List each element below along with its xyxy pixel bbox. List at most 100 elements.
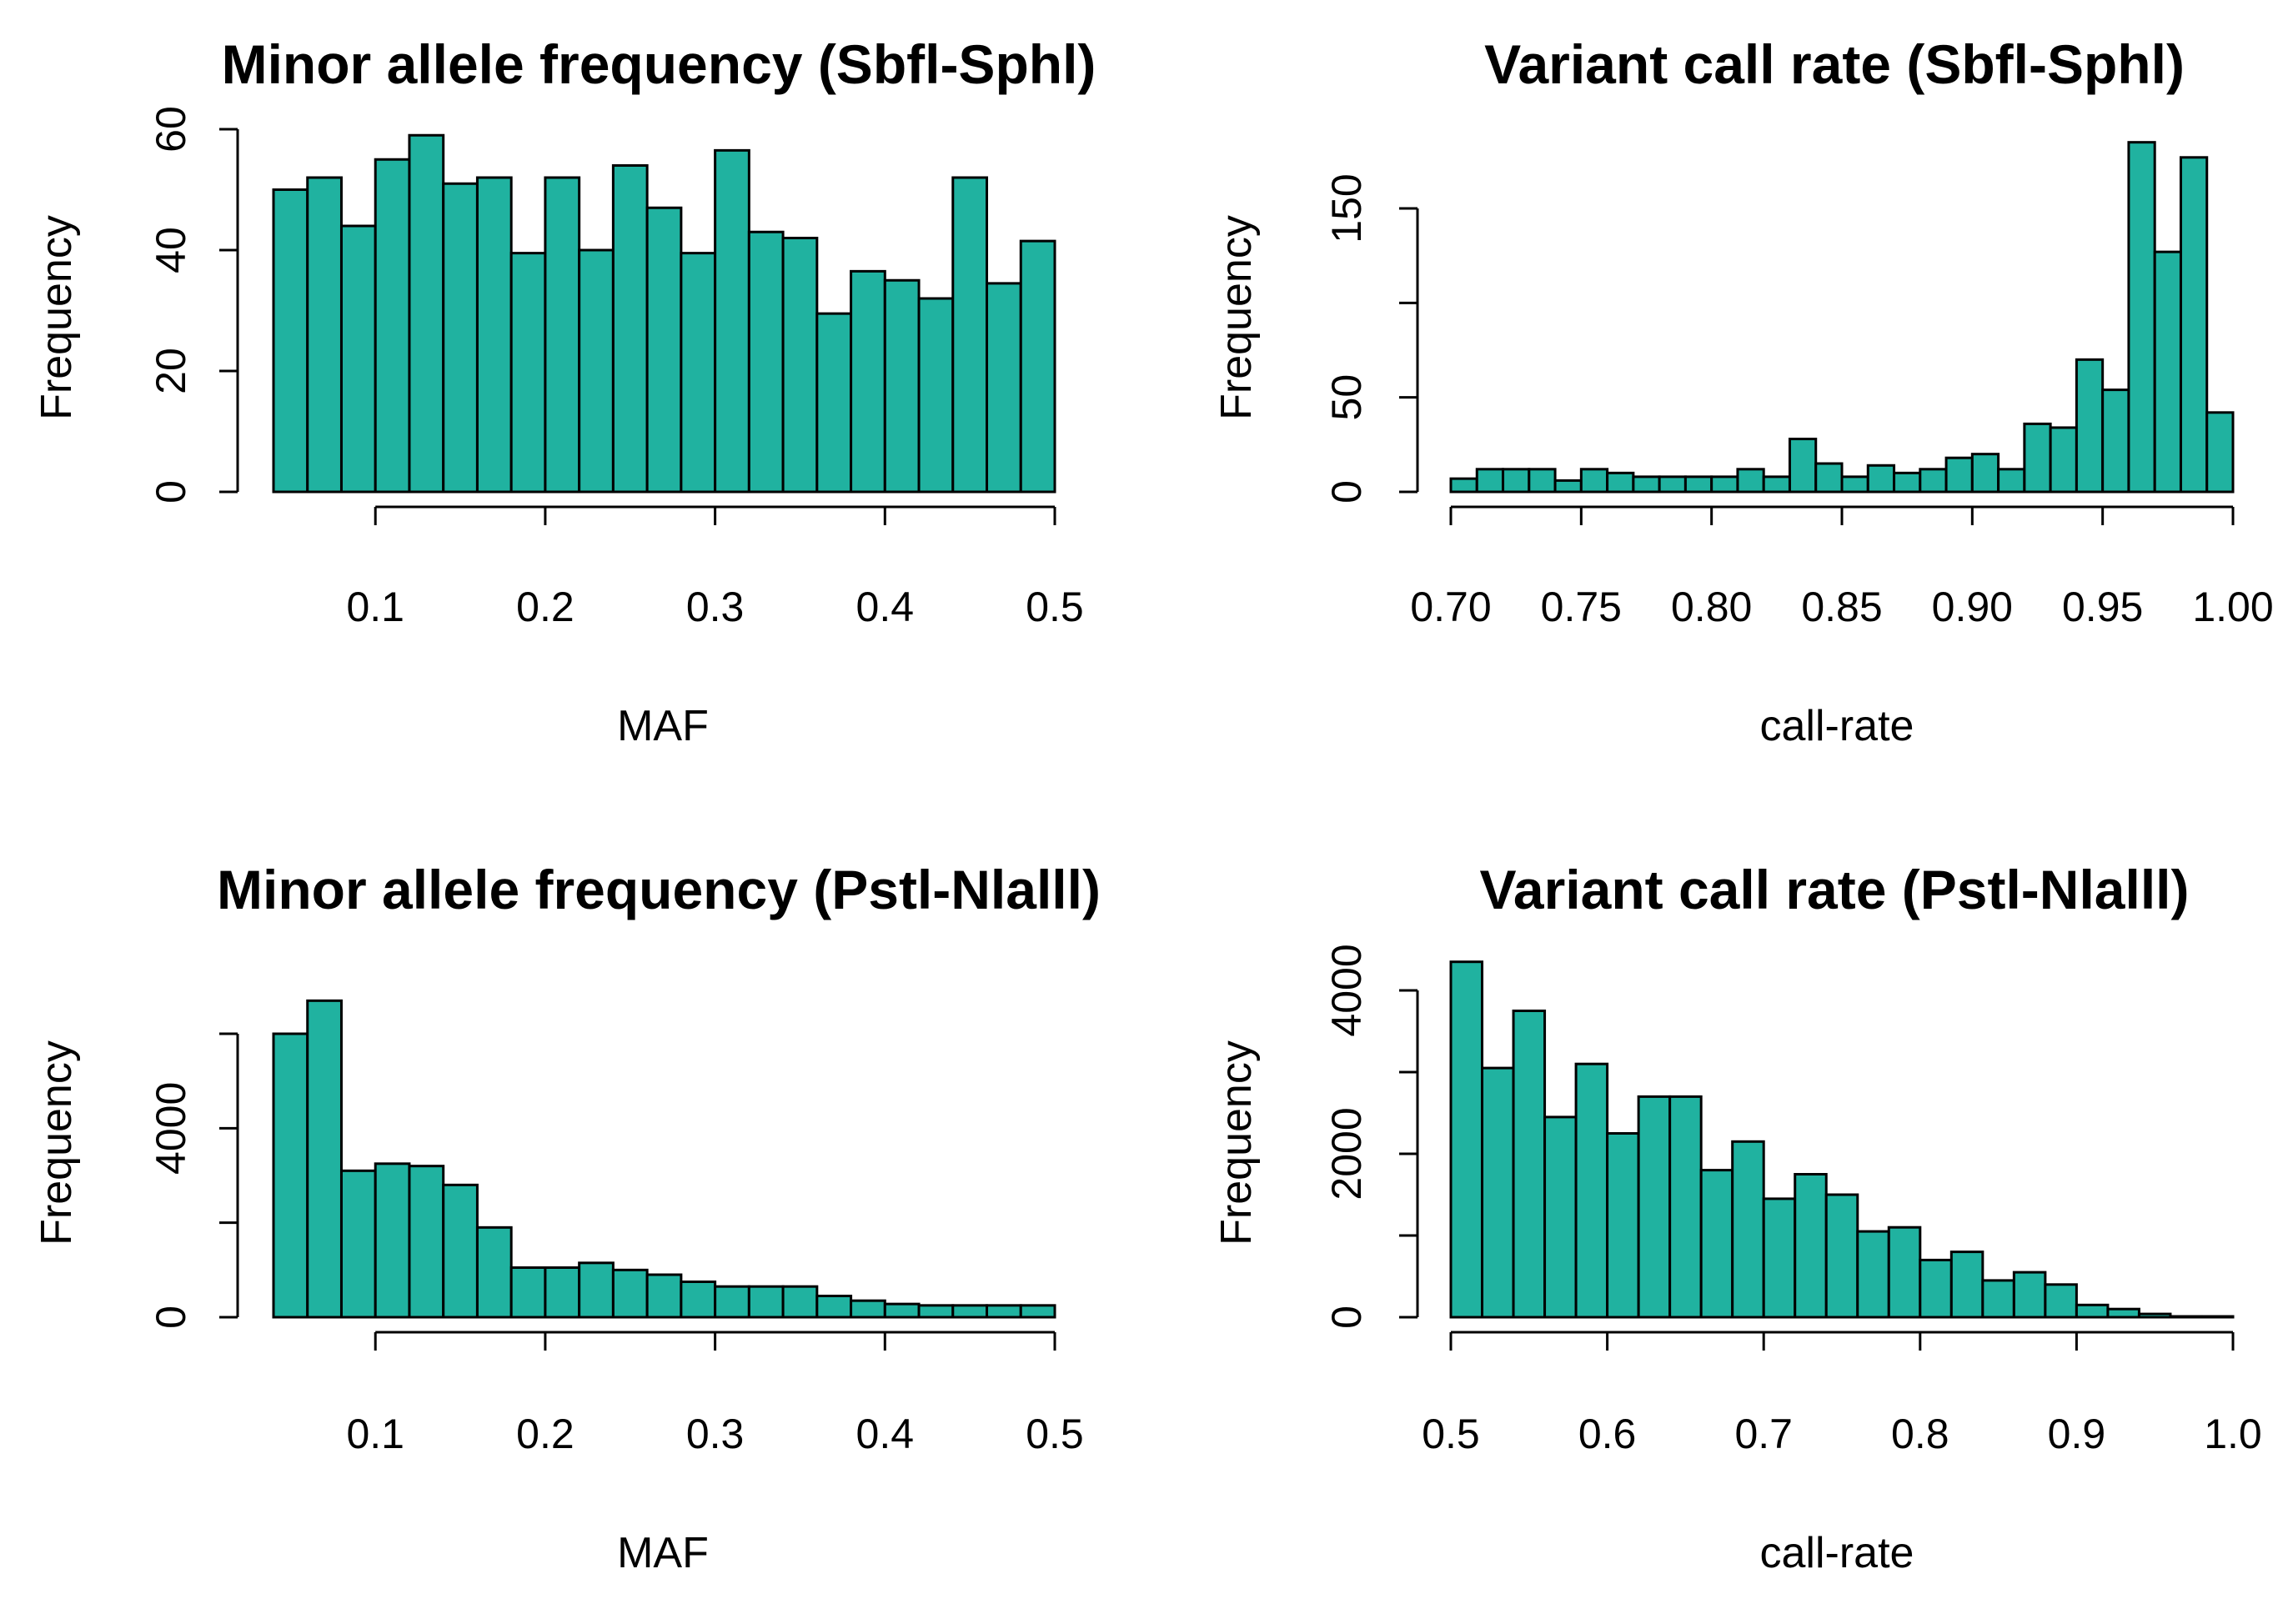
- x-tick-label: 0.2: [516, 1411, 575, 1457]
- histogram-bar: [1949, 1251, 1984, 1319]
- histogram-bar: [544, 176, 581, 494]
- histogram-bar: [2137, 1312, 2172, 1319]
- histogram-bar: [2044, 1283, 2078, 1319]
- y-tick-label: 0: [148, 480, 194, 504]
- histogram-bar: [2023, 422, 2052, 494]
- histogram-bar: [1981, 1279, 2015, 1319]
- x-axis-label: MAF: [617, 702, 709, 750]
- histogram-bar: [883, 1302, 921, 1319]
- histogram-bar: [850, 1299, 886, 1319]
- x-tick-label: 0.5: [1026, 584, 1084, 630]
- x-axis-label: MAF: [617, 1529, 709, 1577]
- histogram-bar: [986, 1304, 1022, 1319]
- histogram-bar: [1543, 1115, 1578, 1319]
- histogram-bar: [1668, 1095, 1703, 1319]
- chart-title: Variant call rate (Pstl-Nlalll): [1480, 859, 2190, 920]
- x-tick-label: 0.4: [856, 584, 915, 630]
- histogram-bar: [1449, 477, 1478, 494]
- histogram-bar: [815, 312, 853, 494]
- histogram-bar: [544, 1266, 581, 1319]
- y-tick-label: 0: [148, 1306, 194, 1329]
- histogram-bar: [475, 176, 513, 494]
- y-tick-label: 0: [1323, 480, 1370, 504]
- y-tick-label: 20: [148, 348, 194, 394]
- histogram-bar: [2153, 250, 2182, 494]
- histogram-bar: [306, 176, 343, 494]
- histogram-bar: [611, 164, 649, 494]
- histogram-bar: [509, 252, 547, 494]
- x-tick-label: 0.2: [516, 584, 575, 630]
- x-axis: 0.5 0.6 0.7 0.8 0.9 1.0: [1422, 1331, 2262, 1457]
- bars: [1449, 141, 2235, 494]
- x-tick-label: 0.5: [1422, 1411, 1480, 1457]
- x-tick-label: 0.5: [1026, 1411, 1084, 1457]
- histogram-bar: [272, 1032, 309, 1319]
- histogram-bar: [1475, 468, 1505, 494]
- histogram-bar: [1606, 1132, 1640, 1319]
- histogram-bar: [815, 1295, 853, 1319]
- histogram-bar: [917, 297, 955, 494]
- histogram-bar: [408, 133, 445, 494]
- histogram-bar: [917, 1304, 955, 1319]
- histogram-bar: [1997, 468, 2026, 494]
- x-axis-label: call-rate: [1760, 1529, 1914, 1577]
- histogram-bar: [1449, 960, 1484, 1319]
- histogram-bar: [1683, 475, 1713, 494]
- histogram-bar: [1762, 475, 1791, 494]
- histogram-bar: [951, 1304, 989, 1319]
- x-tick-label: 0.8: [1891, 1411, 1949, 1457]
- histogram-bar: [1699, 1169, 1734, 1319]
- histogram-bar: [509, 1266, 547, 1319]
- histogram-bar: [2179, 156, 2209, 494]
- histogram-bar: [1019, 239, 1056, 494]
- x-tick-label: 0.1: [346, 1411, 404, 1457]
- histogram-bar: [747, 230, 785, 494]
- histogram-bar: [2075, 1303, 2110, 1319]
- x-axis: 0.1 0.2 0.3 0.4 0.5: [346, 505, 1084, 630]
- histogram-bar: [680, 252, 717, 494]
- x-tick-label: 0.70: [1410, 584, 1491, 630]
- histogram-bar: [781, 1285, 819, 1319]
- histogram-bar: [2012, 1271, 2047, 1319]
- histogram-bar: [1856, 1230, 1890, 1319]
- y-tick-label: 60: [148, 106, 194, 153]
- x-tick-label: 0.75: [1541, 584, 1622, 630]
- histogram-bar: [1814, 462, 1844, 494]
- x-tick-label: 0.95: [2062, 584, 2143, 630]
- histogram-bar: [2169, 1315, 2203, 1319]
- histogram-bar: [1762, 1197, 1797, 1319]
- histogram-bar: [408, 1165, 445, 1319]
- x-tick-label: 0.90: [1932, 584, 2013, 630]
- histogram-bar: [2106, 1307, 2140, 1319]
- histogram-bar: [1944, 456, 1974, 494]
- histogram-bar: [1658, 475, 1687, 494]
- histogram-bar: [374, 1162, 411, 1319]
- y-axis-label: Frequency: [1212, 215, 1261, 420]
- histogram-bar: [611, 1268, 649, 1319]
- chart-title: Minor allele frequency (Sbfl-Sphl): [222, 33, 1096, 95]
- y-tick-label: 50: [1323, 374, 1370, 421]
- histogram-bar: [781, 237, 819, 494]
- histogram-bar: [1606, 471, 1635, 494]
- panel-callrate-sbfl-sphl: Variant call rate (Sbfl-Sphl) Frequency …: [1212, 33, 2274, 750]
- x-axis: 0.1 0.2 0.3 0.4 0.5: [346, 1331, 1084, 1457]
- y-tick-label: 40: [148, 227, 194, 273]
- y-tick-label: 4000: [148, 1082, 194, 1175]
- histogram-bar: [1512, 1010, 1547, 1319]
- x-axis-label: call-rate: [1760, 702, 1914, 750]
- panel-maf-pstl-nlalll: Minor allele frequency (Pstl-Nlalll) Fre…: [33, 859, 1101, 1577]
- histogram-bar: [1502, 468, 1531, 494]
- y-axis: 0 50 150: [1323, 173, 1419, 504]
- histogram-bar: [1919, 1258, 1953, 1319]
- histogram-bar: [374, 158, 411, 494]
- histogram-bar: [1019, 1304, 1056, 1319]
- histogram-bar: [1788, 438, 1818, 494]
- y-tick-label: 2000: [1323, 1107, 1370, 1200]
- histogram-bar: [306, 999, 343, 1319]
- x-tick-label: 1.0: [2204, 1411, 2262, 1457]
- x-tick-label: 0.9: [2048, 1411, 2106, 1457]
- histogram-bar: [1528, 468, 1557, 494]
- x-tick-label: 0.80: [1671, 584, 1752, 630]
- y-axis: 0 20 40 60: [148, 106, 239, 504]
- chart-title: Minor allele frequency (Pstl-Nlalll): [217, 859, 1101, 920]
